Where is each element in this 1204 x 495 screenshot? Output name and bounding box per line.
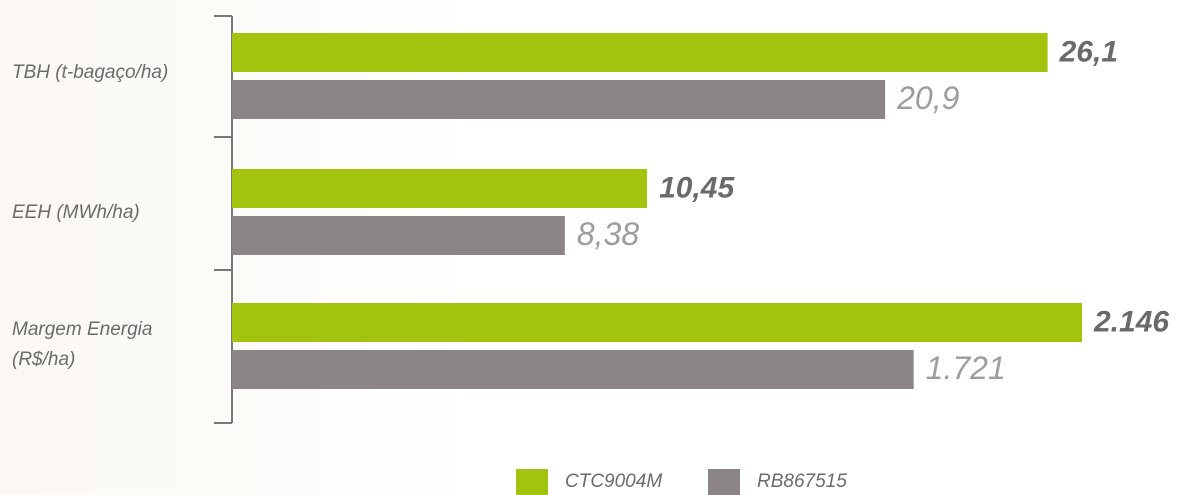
- legend-label: RB867515: [757, 471, 847, 492]
- value-label: 1.721: [926, 350, 1006, 386]
- value-label: 20,9: [896, 80, 959, 116]
- bar: [232, 216, 565, 255]
- category-label: Margem Energia (R$/ha): [12, 319, 153, 370]
- bar: [232, 303, 1082, 342]
- category-label: TBH (t-bagaço/ha): [12, 62, 169, 83]
- category-label: EEH (MWh/ha): [12, 202, 140, 223]
- value-label: 2.146: [1093, 305, 1169, 338]
- legend-label: CTC9004M: [565, 471, 662, 492]
- value-label: 26,1: [1059, 35, 1118, 68]
- value-label: 10,45: [659, 171, 735, 204]
- bar: [232, 350, 914, 389]
- legend-swatch: [516, 469, 548, 495]
- bar: [232, 169, 648, 208]
- legend-swatch: [708, 469, 740, 495]
- value-label: 8,38: [577, 216, 639, 252]
- bar: [232, 80, 886, 119]
- bar: [232, 33, 1048, 72]
